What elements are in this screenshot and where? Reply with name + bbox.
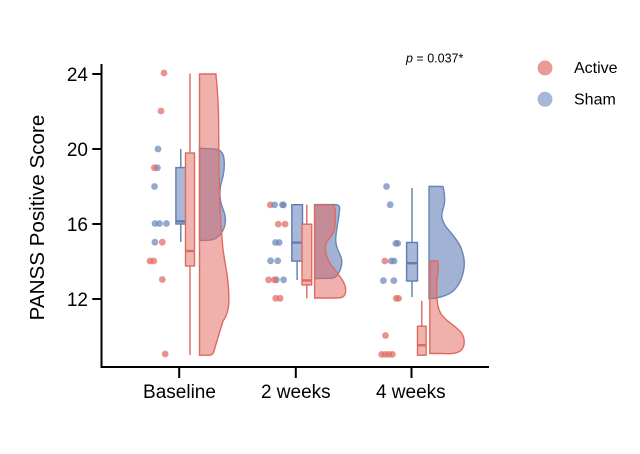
svg-text:PANSS Positive Score: PANSS Positive Score bbox=[26, 115, 49, 321]
svg-text:Sham: Sham bbox=[574, 91, 616, 108]
svg-text:12: 12 bbox=[67, 290, 88, 311]
svg-text:Active: Active bbox=[574, 60, 618, 77]
svg-text:p = 0.037*: p = 0.037* bbox=[405, 52, 463, 66]
svg-text:2 weeks: 2 weeks bbox=[261, 382, 331, 403]
svg-text:4 weeks: 4 weeks bbox=[376, 382, 446, 403]
svg-text:Baseline: Baseline bbox=[143, 382, 216, 403]
svg-text:20: 20 bbox=[67, 140, 88, 161]
svg-text:24: 24 bbox=[67, 65, 89, 86]
svg-text:16: 16 bbox=[67, 215, 88, 236]
